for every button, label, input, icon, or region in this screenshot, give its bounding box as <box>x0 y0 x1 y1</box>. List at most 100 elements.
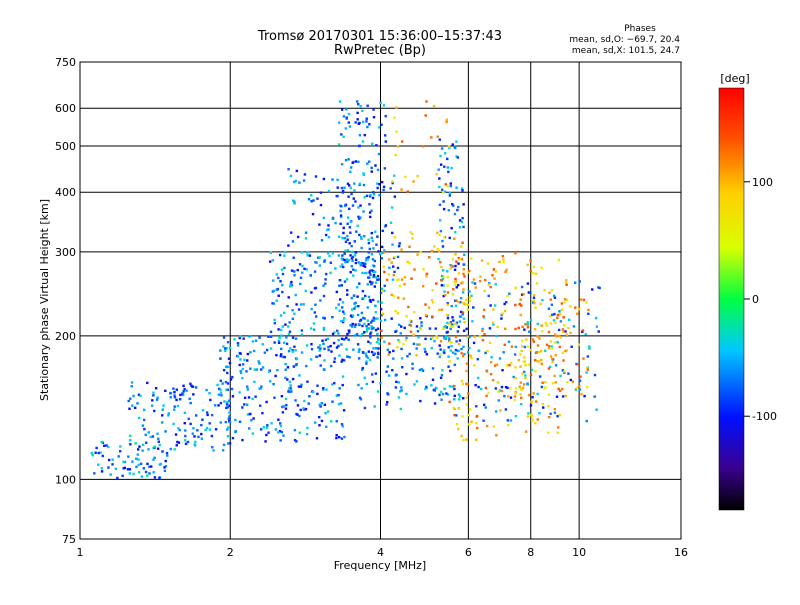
data-point-o <box>279 422 282 425</box>
data-point-x <box>465 369 468 373</box>
data-point-o <box>226 435 230 438</box>
data-point-o <box>126 468 130 471</box>
data-point-o <box>350 296 353 300</box>
data-point-o <box>593 395 596 398</box>
data-point-o <box>369 215 372 219</box>
data-point-o <box>323 259 326 262</box>
data-point-o <box>338 309 341 312</box>
data-point-o <box>283 266 286 270</box>
data-point-o <box>327 345 330 349</box>
data-point-o <box>361 366 365 370</box>
data-point-o <box>195 414 198 417</box>
data-point-o <box>340 257 344 260</box>
data-point-o <box>137 458 140 461</box>
data-point-o <box>362 210 365 213</box>
data-point-x <box>586 385 589 389</box>
data-point-o <box>353 189 356 192</box>
data-point-o <box>290 284 294 287</box>
data-point-o <box>339 222 342 226</box>
data-point-o <box>153 445 157 448</box>
data-point-x <box>404 338 408 342</box>
data-point-o <box>384 114 387 118</box>
data-point-o <box>446 393 450 396</box>
data-point-o <box>337 402 341 406</box>
data-point-o <box>213 404 217 407</box>
data-point-x <box>507 424 510 427</box>
data-point-o <box>281 405 284 409</box>
data-point-o <box>134 406 137 410</box>
data-point-o <box>147 448 150 451</box>
data-point-o <box>446 321 449 325</box>
data-point-o <box>383 134 387 137</box>
data-point-o <box>477 349 480 353</box>
data-point-o <box>365 360 368 363</box>
data-point-o <box>508 292 511 295</box>
data-point-o <box>465 327 468 331</box>
chart-subtitle: RwPretec (Bp) <box>334 43 426 58</box>
data-point-o <box>241 438 244 442</box>
data-point-o <box>457 349 460 353</box>
data-point-o <box>272 279 275 282</box>
data-point-x <box>383 270 386 274</box>
data-point-o <box>443 290 446 293</box>
data-point-o <box>318 403 321 406</box>
data-point-o <box>291 349 294 352</box>
data-point-o <box>424 350 427 353</box>
data-point-o <box>360 237 363 241</box>
data-point-o <box>440 147 444 150</box>
data-point-o <box>437 168 440 171</box>
data-point-o <box>361 271 364 275</box>
data-point-x <box>448 322 451 325</box>
data-point-x <box>540 358 543 362</box>
data-point-o <box>556 341 559 344</box>
data-point-x <box>454 322 457 325</box>
data-point-o <box>526 323 530 326</box>
data-point-o <box>327 348 330 352</box>
data-point-o <box>309 327 313 330</box>
data-point-o <box>366 125 369 129</box>
data-point-o <box>287 333 291 336</box>
data-point-o <box>383 167 387 170</box>
data-point-o <box>425 353 429 356</box>
data-point-o <box>430 346 433 350</box>
data-point-o <box>447 365 450 368</box>
data-point-x <box>549 340 552 343</box>
data-point-o <box>208 422 211 425</box>
data-point-o <box>282 341 286 344</box>
data-point-x <box>519 313 522 317</box>
data-point-x <box>495 363 499 366</box>
data-point-o <box>99 451 102 454</box>
data-point-o <box>335 290 339 294</box>
data-point-o <box>280 268 284 271</box>
data-point-o <box>462 317 466 320</box>
data-point-o <box>462 345 465 349</box>
data-point-x <box>525 338 528 341</box>
data-point-x <box>453 384 456 388</box>
data-point-x <box>579 375 582 378</box>
data-point-x <box>508 387 512 390</box>
data-point-o <box>306 426 309 430</box>
data-point-o <box>241 363 245 366</box>
data-point-o <box>385 370 388 373</box>
data-point-x <box>520 388 524 391</box>
data-point-o <box>353 182 356 185</box>
data-point-x <box>438 249 441 253</box>
data-point-o <box>416 343 419 346</box>
data-point-o <box>471 281 474 284</box>
data-point-x <box>398 284 402 288</box>
data-point-x <box>562 359 565 362</box>
data-point-o <box>349 254 352 257</box>
data-point-o <box>243 396 247 399</box>
data-point-o <box>380 123 383 126</box>
data-point-o <box>363 133 366 137</box>
data-point-o <box>308 254 312 257</box>
data-point-o <box>337 121 341 124</box>
data-point-o <box>353 240 356 243</box>
data-point-o <box>462 225 465 229</box>
data-point-x <box>452 406 455 410</box>
data-point-x <box>457 256 461 260</box>
data-point-o <box>226 401 229 404</box>
data-point-x <box>535 351 539 354</box>
data-point-o <box>274 374 277 378</box>
data-point-o <box>462 263 465 266</box>
